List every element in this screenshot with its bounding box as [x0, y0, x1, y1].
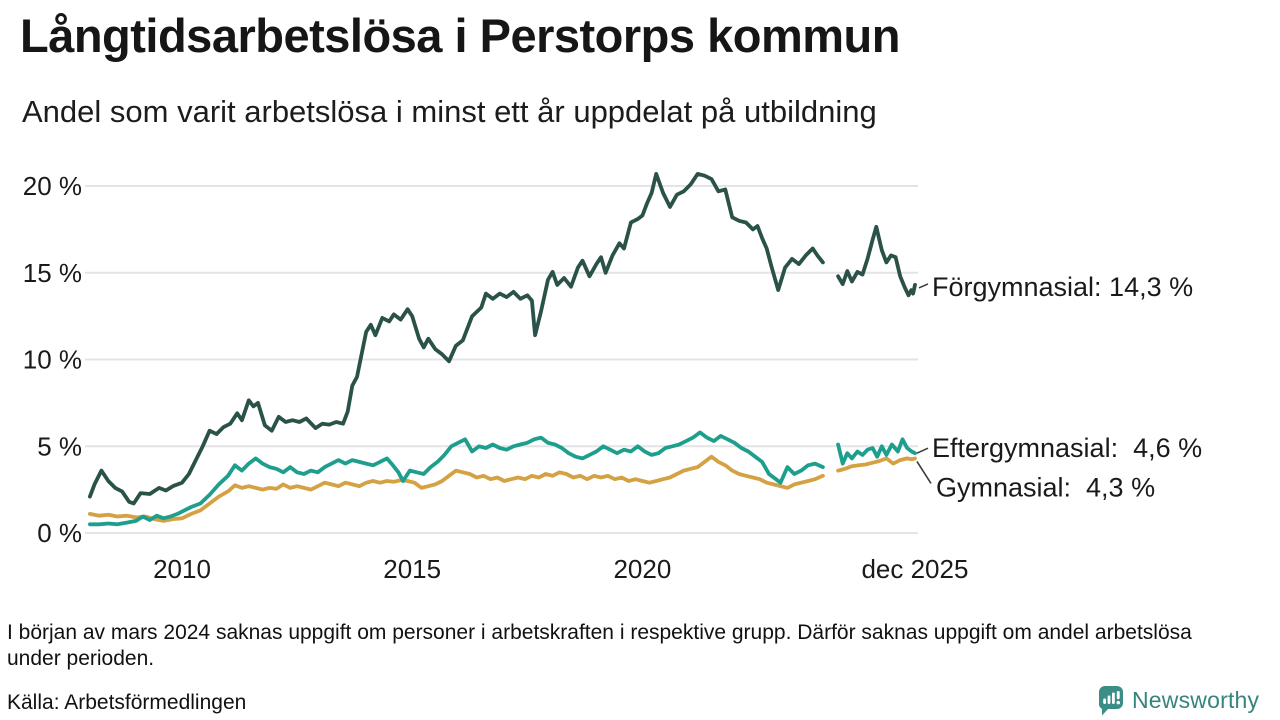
page-title: Långtidsarbetslösa i Perstorps kommun	[20, 9, 900, 62]
series-line-förgymnasial	[88, 172, 825, 506]
label-connector-line	[916, 460, 932, 484]
x-tick-label: 2010	[153, 554, 211, 584]
source-label: Källa: Arbetsförmedlingen	[7, 691, 247, 714]
y-tick-label: 20 %	[23, 171, 82, 201]
label-connector-line	[918, 283, 929, 289]
unemployment-line-chart: 0 % 5 % 10 % 15 % 20 % 2010 2015 2020 dec 2025 Fö…	[23, 171, 1202, 584]
y-tick-label: 5 %	[37, 431, 82, 461]
newsworthy-logo: Newsworthy	[1097, 685, 1259, 716]
series-line-gymnasial	[88, 454, 825, 523]
footnote: I början av mars 2024 saknas uppgift om …	[7, 621, 1192, 670]
exclamation-stem	[1116, 691, 1120, 700]
series-line-eftergymnasial	[88, 430, 825, 527]
series-end-label-eftergymnasial: Eftergymnasial: 4,6 %	[932, 433, 1202, 463]
page-subtitle: Andel som varit arbetslösa i minst ett å…	[22, 94, 877, 129]
label-connector-line	[916, 447, 929, 454]
y-tick-label: 10 %	[23, 345, 82, 375]
series-end-label-förgymnasial: Förgymnasial: 14,3 %	[932, 272, 1193, 302]
series-line-förgymnasial	[836, 224, 917, 298]
bar-chart-glyph	[1103, 698, 1106, 704]
y-tick-label: 15 %	[23, 258, 82, 288]
series-end-label-gymnasial: Gymnasial: 4,3 %	[936, 472, 1155, 502]
x-tick-label: 2020	[613, 554, 671, 584]
newsworthy-wordmark: Newsworthy	[1132, 687, 1260, 713]
x-tick-label: dec 2025	[861, 554, 968, 584]
speech-bubble-shape	[1098, 686, 1123, 716]
series-line-gymnasial	[836, 456, 917, 473]
series-line-eftergymnasial	[836, 437, 917, 466]
exclamation-dot	[1116, 700, 1120, 705]
newsworthy-icon	[1098, 686, 1123, 716]
y-tick-label: 0 %	[37, 518, 82, 548]
x-tick-label: 2015	[383, 554, 441, 584]
